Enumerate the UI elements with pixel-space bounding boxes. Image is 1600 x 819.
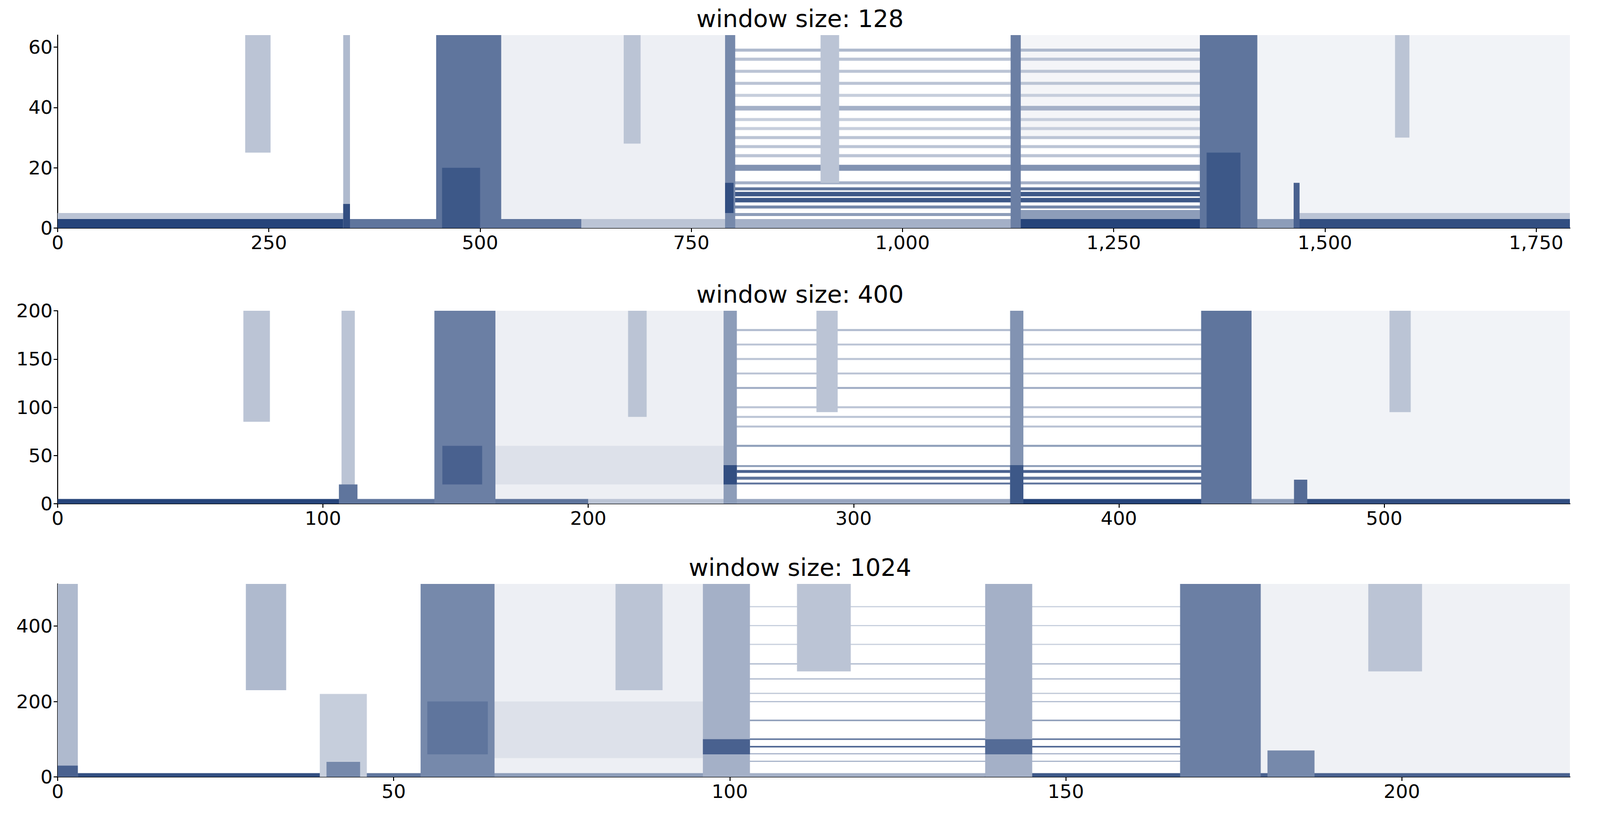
svg-text:0: 0 [51, 507, 64, 530]
svg-text:100: 100 [711, 780, 749, 803]
svg-text:50: 50 [381, 780, 406, 803]
svg-text:window size: 128: window size: 128 [696, 4, 904, 33]
svg-text:500: 500 [1365, 507, 1403, 530]
svg-text:300: 300 [835, 507, 872, 530]
svg-text:1,250: 1,250 [1086, 231, 1142, 254]
svg-text:0: 0 [40, 217, 53, 240]
svg-text:0: 0 [51, 231, 64, 254]
svg-text:750: 750 [672, 231, 710, 254]
svg-text:100: 100 [16, 396, 53, 419]
svg-text:150: 150 [16, 347, 53, 371]
svg-text:1,000: 1,000 [875, 231, 931, 254]
svg-text:400: 400 [1100, 507, 1138, 530]
svg-text:1,750: 1,750 [1508, 231, 1564, 254]
svg-text:window size: 1024: window size: 1024 [688, 553, 912, 582]
svg-text:0: 0 [40, 766, 53, 789]
svg-text:window size: 400: window size: 400 [696, 280, 904, 309]
svg-text:200: 200 [1383, 780, 1421, 803]
svg-text:400: 400 [16, 615, 53, 638]
svg-text:0: 0 [40, 492, 53, 515]
svg-text:0: 0 [51, 780, 64, 803]
svg-text:1,500: 1,500 [1297, 231, 1353, 254]
svg-text:150: 150 [1047, 780, 1085, 803]
svg-text:60: 60 [28, 36, 53, 59]
svg-text:200: 200 [16, 690, 53, 714]
svg-text:500: 500 [461, 231, 499, 254]
svg-text:20: 20 [28, 156, 53, 180]
svg-text:40: 40 [28, 96, 53, 119]
svg-text:200: 200 [16, 299, 53, 322]
svg-text:100: 100 [304, 507, 342, 530]
svg-text:200: 200 [570, 507, 607, 530]
svg-text:250: 250 [250, 231, 288, 254]
svg-text:50: 50 [28, 444, 53, 467]
